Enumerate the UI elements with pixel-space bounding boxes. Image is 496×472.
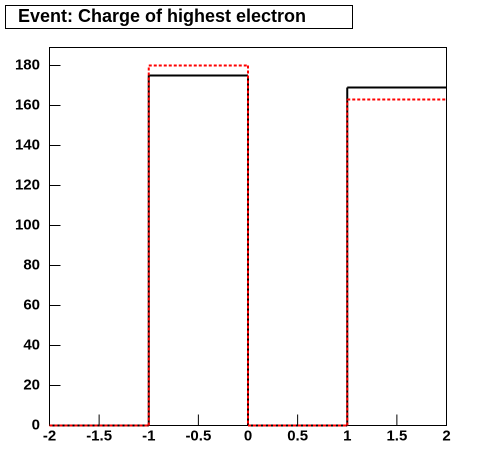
y-tick-label: 120 <box>15 176 40 193</box>
x-tick-label: -0.5 <box>185 427 211 444</box>
x-tick-label: 1 <box>343 427 351 444</box>
x-tick-label: 0.5 <box>287 427 308 444</box>
x-tick-label: -1 <box>142 427 155 444</box>
x-tick-label: 0 <box>244 427 252 444</box>
y-tick-label: 40 <box>23 336 40 353</box>
y-tick-label: 160 <box>15 96 40 113</box>
x-tick-label: 2 <box>442 427 450 444</box>
y-tick-label: 80 <box>23 256 40 273</box>
y-tick-label: 60 <box>23 296 40 313</box>
x-tick-label: 1.5 <box>386 427 407 444</box>
y-tick-label: 140 <box>15 136 40 153</box>
y-tick-label: 180 <box>15 56 40 73</box>
x-tick-label: -2 <box>43 427 56 444</box>
title-box <box>5 5 353 29</box>
chart-title: Event: Charge of highest electron <box>18 6 306 26</box>
x-tick-label: -1.5 <box>86 427 112 444</box>
y-tick-label: 0 <box>32 416 40 433</box>
y-tick-label: 100 <box>15 216 40 233</box>
y-tick-label: 20 <box>23 376 40 393</box>
